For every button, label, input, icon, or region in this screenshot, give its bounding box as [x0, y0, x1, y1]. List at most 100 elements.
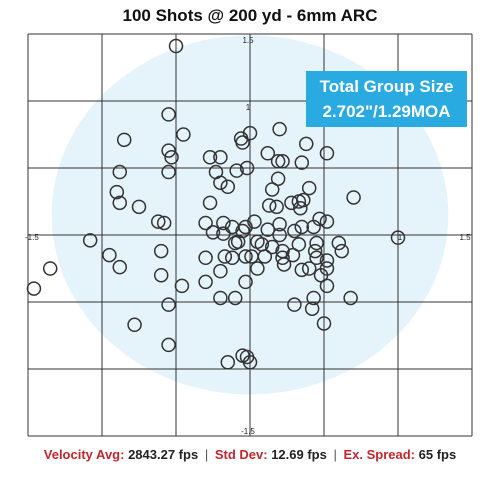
shot-marker — [42, 261, 58, 276]
shot-marker — [298, 136, 314, 152]
shot-marker — [319, 253, 335, 268]
shot-marker — [291, 237, 307, 252]
x-tick-label: -1.5 — [25, 233, 39, 242]
shot-marker — [161, 107, 176, 122]
shot-marker — [164, 150, 179, 165]
shot-marker — [102, 247, 117, 263]
shot-marker — [272, 121, 287, 137]
shot-marker — [319, 146, 335, 161]
shot-marker — [213, 175, 228, 190]
shot-marker — [247, 214, 262, 229]
shot-marker — [260, 146, 276, 161]
shot-marker — [150, 214, 166, 229]
shot-marker — [238, 274, 253, 290]
shot-marker — [301, 180, 317, 196]
shot-marker — [287, 223, 302, 239]
shot-marker — [161, 164, 176, 180]
shot-marker — [153, 267, 169, 283]
velocity-avg-label: Velocity Avg: — [43, 447, 125, 462]
shot-marker — [161, 337, 176, 353]
shot-marker — [260, 222, 276, 237]
y-tick-label: 1 — [246, 103, 251, 112]
shot-marker — [229, 163, 244, 178]
shot-marker — [301, 261, 317, 276]
shot-marker — [307, 243, 323, 259]
shot-marker — [276, 257, 292, 272]
shot-marker — [230, 234, 246, 249]
shot-marker — [275, 154, 290, 169]
shot-marker — [250, 261, 265, 276]
shot-marker — [217, 249, 233, 264]
shot-marker — [176, 127, 191, 142]
shot-marker — [168, 38, 184, 54]
shot-marker — [316, 316, 332, 331]
shot-marker — [216, 226, 231, 241]
shot-marker — [313, 267, 329, 283]
shot-marker — [216, 215, 231, 231]
shot-marker — [294, 155, 310, 170]
shot-marker — [242, 125, 258, 141]
shot-marker — [269, 199, 284, 215]
shot-marker — [270, 171, 286, 186]
shot-marker — [153, 243, 169, 259]
shot-marker — [285, 247, 301, 263]
shot-marker — [294, 219, 310, 235]
shot-marker — [112, 164, 128, 180]
shot-marker — [131, 199, 147, 215]
callout-line-1: Total Group Size — [319, 77, 454, 96]
y-tick-label: -1.5 — [241, 427, 255, 436]
shot-marker — [287, 297, 302, 312]
shot-marker — [270, 154, 286, 169]
shot-marker — [390, 230, 406, 245]
shot-marker — [272, 217, 287, 232]
x-tick-label: 1.5 — [459, 233, 471, 242]
shot-marker — [220, 355, 236, 370]
shot-marker — [239, 160, 255, 176]
shot-marker — [309, 250, 324, 266]
shot-marker — [319, 214, 335, 229]
shot-marker — [198, 250, 213, 266]
shot-marker — [112, 195, 128, 211]
shot-marker — [334, 243, 350, 259]
shot-marker — [161, 297, 176, 312]
separator-2: | — [333, 447, 337, 462]
shot-marker — [202, 150, 218, 165]
shot-marker — [238, 249, 253, 264]
shot-marker — [343, 290, 358, 306]
separator-1: | — [204, 447, 209, 462]
shot-marker — [272, 227, 287, 243]
y-tick-label: 1.5 — [242, 36, 254, 45]
ex-spread-value: 65 fps — [418, 447, 457, 462]
shot-marker — [161, 143, 176, 158]
shot-marker — [213, 263, 228, 279]
shot-marker — [264, 239, 280, 255]
shot-marker — [26, 281, 42, 296]
shot-marker — [127, 317, 142, 333]
x-tick-label: 1 — [398, 233, 403, 242]
shot-marker — [235, 135, 250, 150]
shot-marker — [112, 259, 128, 275]
shot-marker — [116, 132, 132, 148]
shot-marker — [213, 290, 228, 306]
shot-marker — [227, 290, 243, 306]
velocity-stats: Velocity Avg: 2843.27 fps | Std Dev: 12.… — [0, 447, 500, 462]
shot-marker — [205, 225, 221, 240]
shot-marker — [294, 262, 310, 278]
shot-marker — [306, 290, 321, 306]
callout-line-2: 2.702"/1.29MOA — [322, 102, 451, 121]
ex-spread-label: Ex. Spread: — [343, 447, 416, 462]
std-dev-label: Std Dev: — [214, 447, 268, 462]
std-dev-value: 12.69 fps — [271, 447, 327, 462]
chart-title: 100 Shots @ 200 yd - 6mm ARC — [122, 6, 378, 25]
shot-marker — [331, 235, 347, 251]
shot-marker — [213, 150, 228, 165]
shot-marker — [242, 355, 258, 370]
shot-marker — [261, 198, 277, 213]
shot-marker — [319, 278, 335, 294]
group-size-callout: Total Group Size 2.702"/1.29MOA — [306, 71, 467, 127]
shot-marker — [174, 278, 190, 294]
shot-marker — [198, 215, 213, 231]
shot-marker — [275, 250, 290, 266]
shot-marker — [198, 274, 213, 290]
shot-marker — [82, 233, 98, 248]
